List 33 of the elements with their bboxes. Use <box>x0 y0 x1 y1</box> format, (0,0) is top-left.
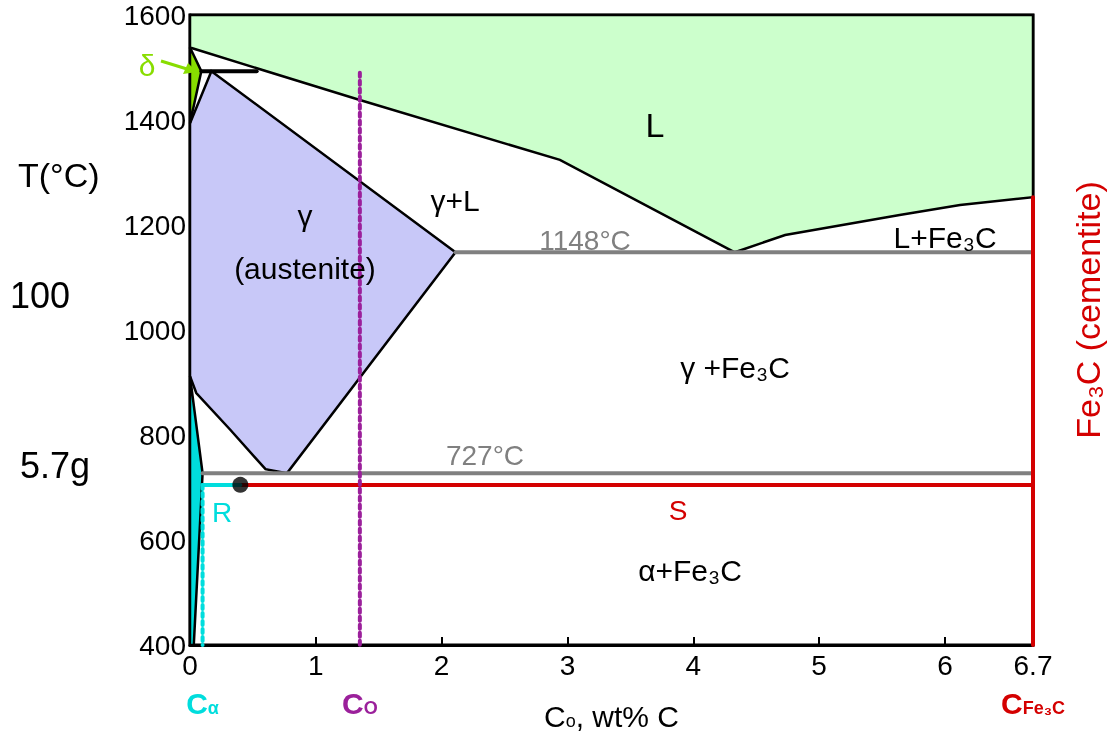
annotation: R <box>211 496 233 528</box>
annotation: α+Fe₃C <box>638 553 742 587</box>
text: 5.7g <box>19 444 91 486</box>
y-axis-title: T(°C) <box>18 156 100 194</box>
annotation: γ+L <box>430 183 480 217</box>
annotation: L <box>645 106 665 144</box>
x-tick-label: 6 <box>937 649 953 681</box>
x-tick-label: 4 <box>685 649 702 681</box>
x-tick-label: 2 <box>433 649 450 681</box>
annotation: S <box>668 494 688 526</box>
annotation: γ +Fe₃C <box>680 350 790 384</box>
annotation: (austenite) <box>234 251 376 285</box>
text: δ <box>138 48 156 82</box>
annotation: L+Fe₃C <box>893 220 997 254</box>
y-tick-label: 600 <box>139 524 186 556</box>
x-axis-title: Co, wt% C <box>543 699 680 733</box>
annotation: γ <box>297 198 313 232</box>
y-tick-label: 1200 <box>123 209 186 241</box>
y-tick-label: 1600 <box>123 0 186 31</box>
x-tick-label: 1 <box>308 649 324 681</box>
text: 100 <box>9 274 71 316</box>
series-label: CFe₃C <box>1001 686 1065 720</box>
series-label: Cα <box>186 686 219 720</box>
series-label: CO <box>342 686 378 720</box>
y2-axis-title: Fe₃C (cementite) <box>1069 181 1107 439</box>
y-tick-label: 1400 <box>123 104 186 136</box>
y-tick-label: 800 <box>139 419 186 451</box>
x-tick-label: 3 <box>559 649 576 681</box>
y-tick-label: 1000 <box>123 314 186 346</box>
annotation: 1148°C <box>539 224 631 256</box>
x-tick-label: 5 <box>811 649 827 681</box>
annotation: 727°C <box>445 439 525 471</box>
x-tick-label: 6.7 <box>1013 649 1053 681</box>
